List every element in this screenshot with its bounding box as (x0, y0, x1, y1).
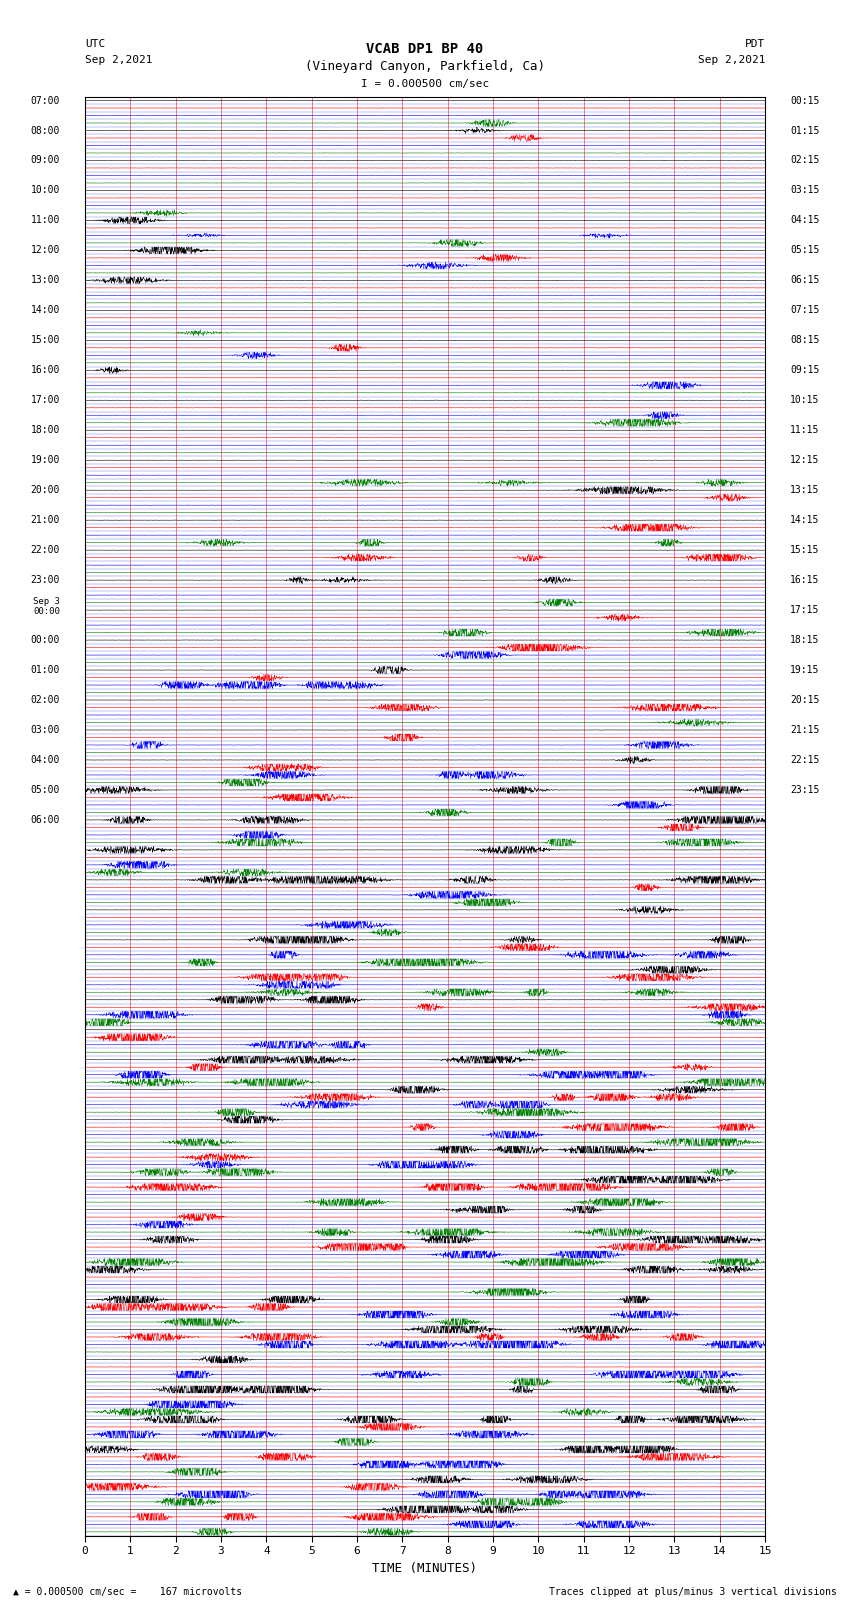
Text: 22:15: 22:15 (790, 755, 819, 765)
Text: 00:15: 00:15 (790, 95, 819, 105)
Text: 20:00: 20:00 (31, 486, 60, 495)
Text: 12:15: 12:15 (790, 455, 819, 465)
Text: 07:15: 07:15 (790, 305, 819, 316)
Text: VCAB DP1 BP 40: VCAB DP1 BP 40 (366, 42, 484, 56)
Text: 21:15: 21:15 (790, 724, 819, 736)
Text: 05:15: 05:15 (790, 245, 819, 255)
Text: 07:00: 07:00 (31, 95, 60, 105)
Text: I = 0.000500 cm/sec: I = 0.000500 cm/sec (361, 79, 489, 89)
Text: 19:00: 19:00 (31, 455, 60, 465)
Text: 17:15: 17:15 (790, 605, 819, 615)
Text: 14:00: 14:00 (31, 305, 60, 316)
Text: 12:00: 12:00 (31, 245, 60, 255)
Text: 01:15: 01:15 (790, 126, 819, 135)
Text: 06:15: 06:15 (790, 276, 819, 286)
Text: 19:15: 19:15 (790, 665, 819, 676)
X-axis label: TIME (MINUTES): TIME (MINUTES) (372, 1561, 478, 1574)
Text: 10:15: 10:15 (790, 395, 819, 405)
Text: Sep 2,2021: Sep 2,2021 (85, 55, 152, 65)
Text: 11:15: 11:15 (790, 426, 819, 436)
Text: Sep 2,2021: Sep 2,2021 (698, 55, 765, 65)
Text: 00:00: 00:00 (31, 636, 60, 645)
Text: 18:00: 18:00 (31, 426, 60, 436)
Text: 04:15: 04:15 (790, 216, 819, 226)
Text: 20:15: 20:15 (790, 695, 819, 705)
Text: (Vineyard Canyon, Parkfield, Ca): (Vineyard Canyon, Parkfield, Ca) (305, 60, 545, 73)
Text: 09:15: 09:15 (790, 365, 819, 376)
Text: 02:00: 02:00 (31, 695, 60, 705)
Text: 16:00: 16:00 (31, 365, 60, 376)
Text: 21:00: 21:00 (31, 515, 60, 526)
Text: 08:00: 08:00 (31, 126, 60, 135)
Text: 03:15: 03:15 (790, 185, 819, 195)
Text: UTC: UTC (85, 39, 105, 48)
Text: Sep 3
00:00: Sep 3 00:00 (33, 597, 60, 616)
Text: 14:15: 14:15 (790, 515, 819, 526)
Text: 06:00: 06:00 (31, 815, 60, 824)
Text: 16:15: 16:15 (790, 576, 819, 586)
Text: 02:15: 02:15 (790, 155, 819, 166)
Text: 03:00: 03:00 (31, 724, 60, 736)
Text: 08:15: 08:15 (790, 336, 819, 345)
Text: 23:00: 23:00 (31, 576, 60, 586)
Text: 04:00: 04:00 (31, 755, 60, 765)
Text: 10:00: 10:00 (31, 185, 60, 195)
Text: 15:00: 15:00 (31, 336, 60, 345)
Text: 22:00: 22:00 (31, 545, 60, 555)
Text: 23:15: 23:15 (790, 786, 819, 795)
Text: 15:15: 15:15 (790, 545, 819, 555)
Text: 17:00: 17:00 (31, 395, 60, 405)
Text: 13:00: 13:00 (31, 276, 60, 286)
Text: 01:00: 01:00 (31, 665, 60, 676)
Text: PDT: PDT (745, 39, 765, 48)
Text: 13:15: 13:15 (790, 486, 819, 495)
Text: 05:00: 05:00 (31, 786, 60, 795)
Text: 11:00: 11:00 (31, 216, 60, 226)
Text: ▲ = 0.000500 cm/sec =    167 microvolts: ▲ = 0.000500 cm/sec = 167 microvolts (13, 1587, 242, 1597)
Text: 18:15: 18:15 (790, 636, 819, 645)
Text: 09:00: 09:00 (31, 155, 60, 166)
Text: Traces clipped at plus/minus 3 vertical divisions: Traces clipped at plus/minus 3 vertical … (549, 1587, 837, 1597)
